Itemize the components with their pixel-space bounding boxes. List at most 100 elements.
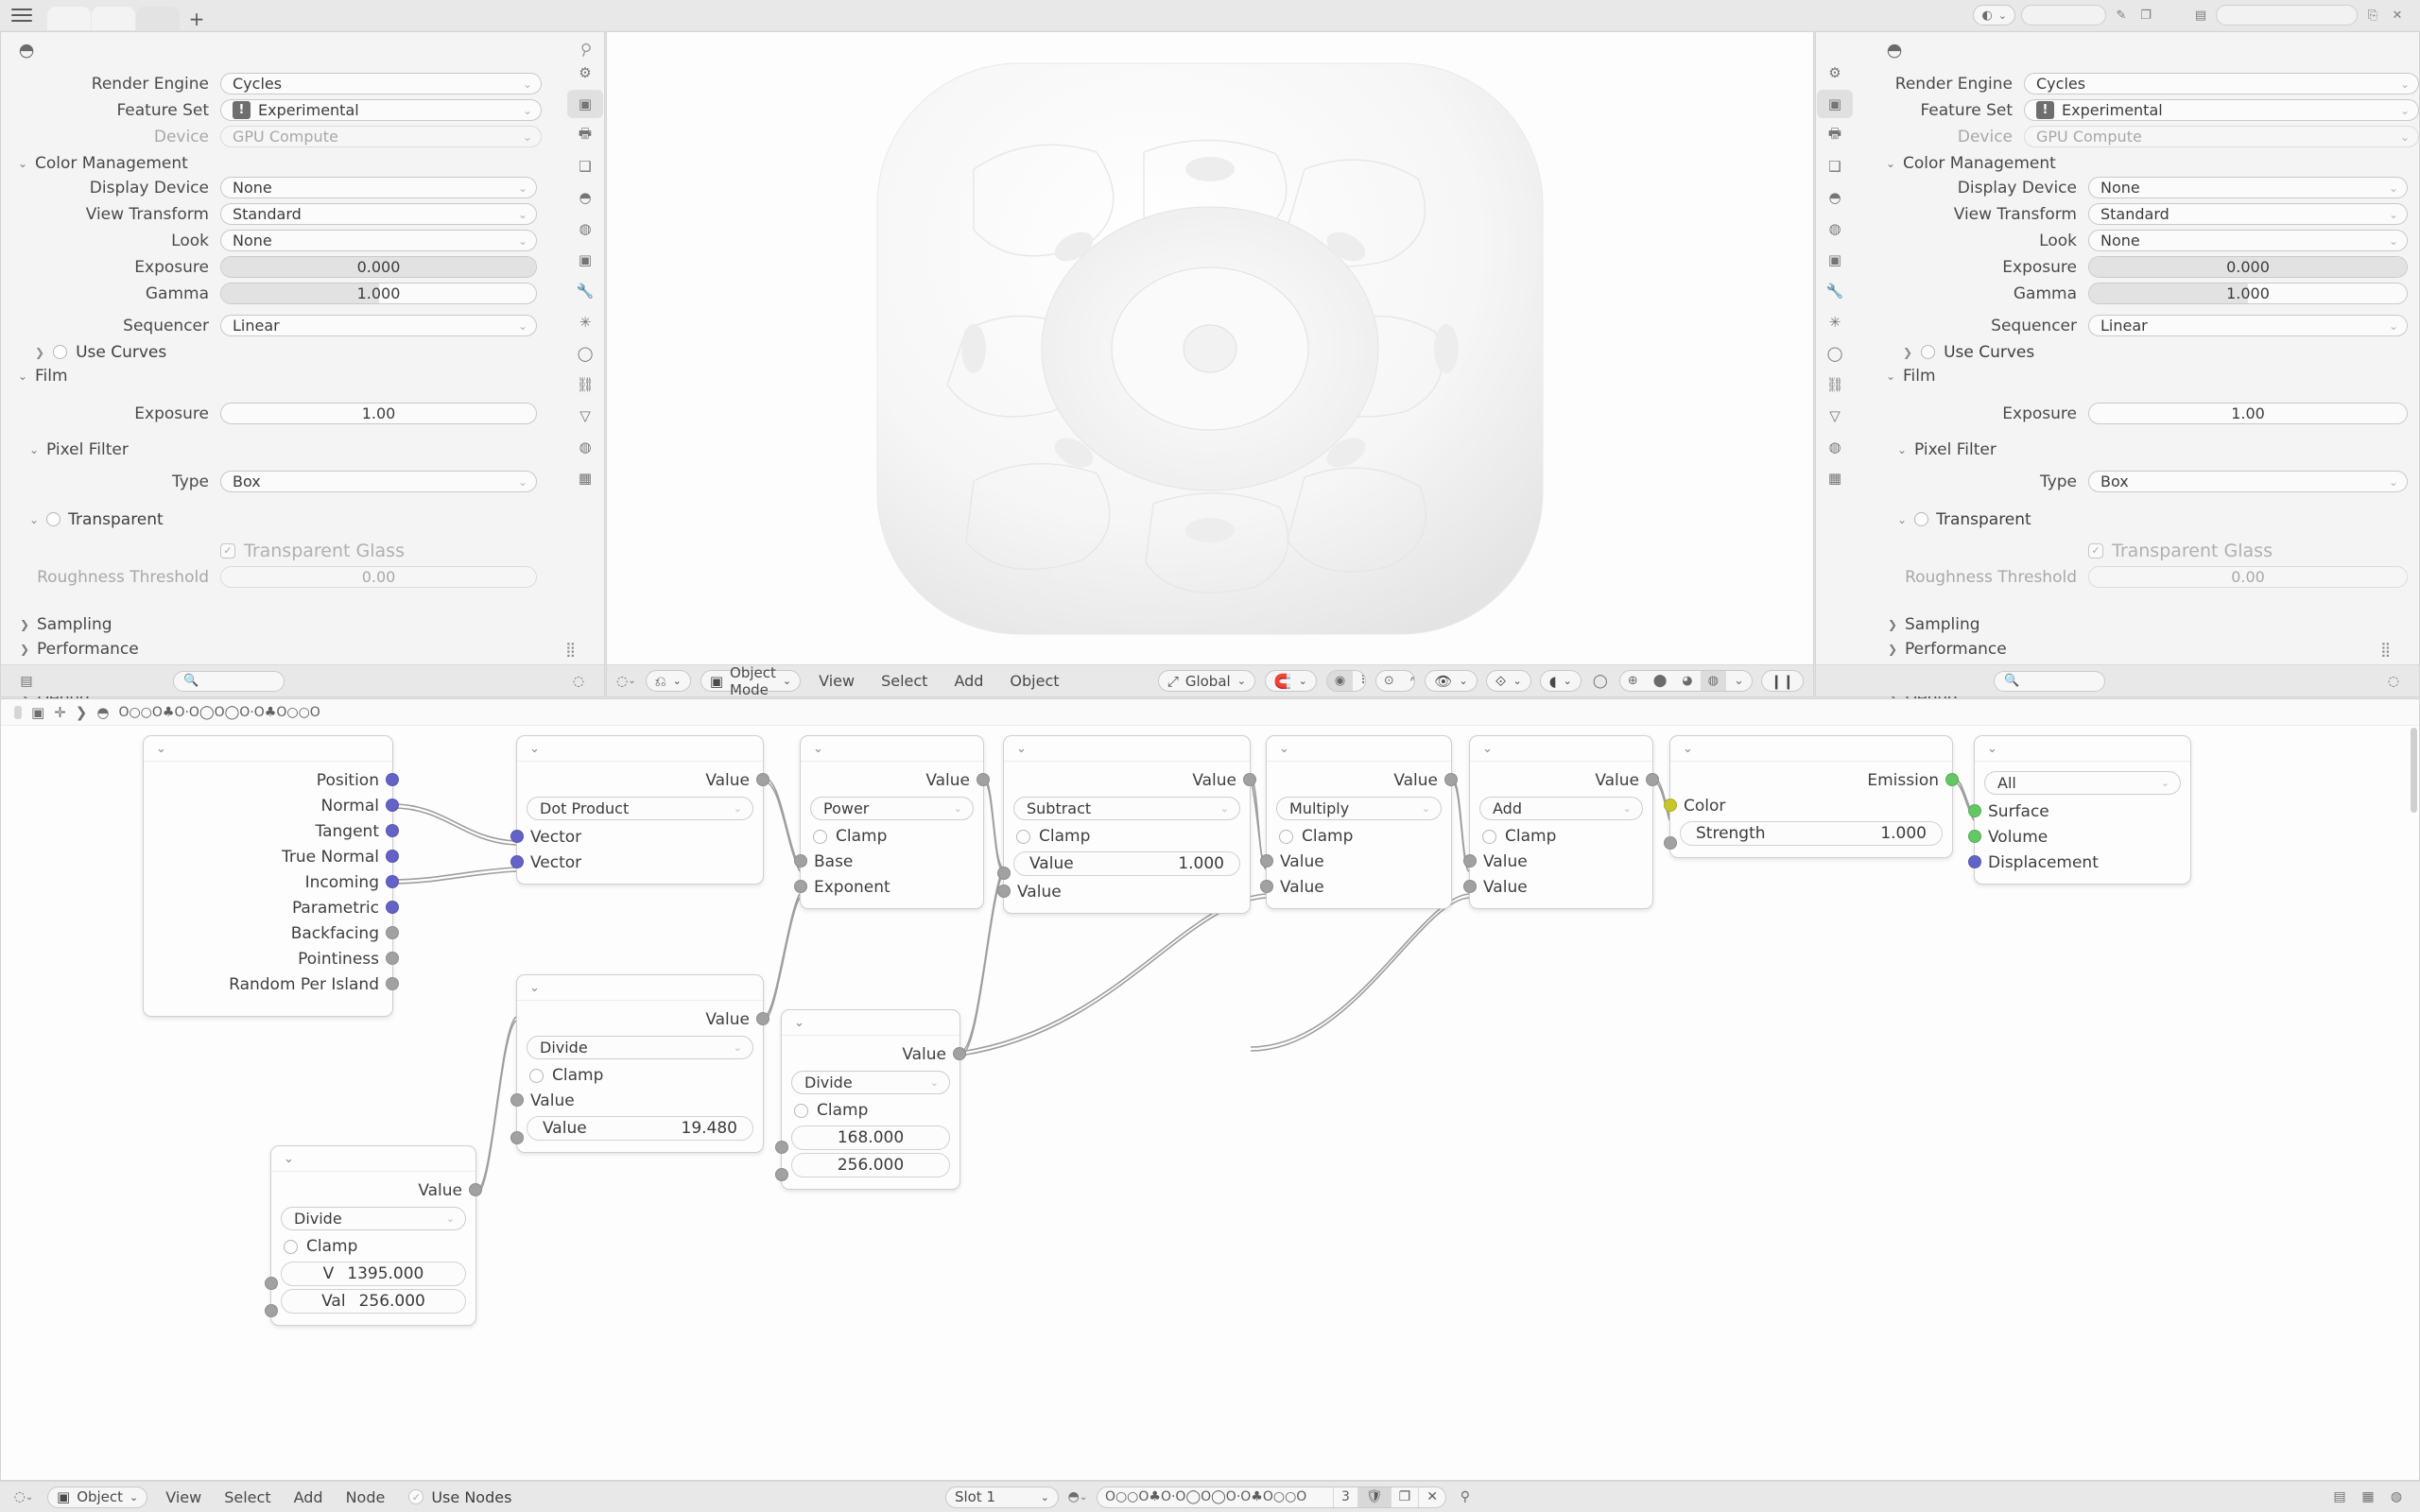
view-layer-tab[interactable]: ❑ [579,158,592,175]
material-output-node[interactable]: ⌄ All ⌄ Surface Volume [1968,735,2191,885]
gamma-slider[interactable]: 1.000 [2088,283,2408,304]
socket-value[interactable] [1444,773,1458,786]
socket-value[interactable] [1260,854,1273,868]
material-tab[interactable]: ◍ [1828,438,1841,455]
transform-gizmo-button[interactable]: ⎌ ⌄ [645,670,691,692]
socket-value[interactable] [386,977,399,990]
socket-vector[interactable] [386,773,399,786]
render-engine-dropdown[interactable]: Cycles ⌄ [2024,73,2419,94]
use-curves-row-right[interactable]: ❯ Use Curves [1869,340,2419,364]
feature-set-dropdown[interactable]: ! Experimental ⌄ [2024,99,2419,121]
viewport-canvas[interactable] [607,32,1813,664]
vector-math-node[interactable]: ⌄ Value Dot Product ⌄ Vector [510,735,769,885]
new-icon[interactable]: ✎ [2116,8,2127,23]
output-tab[interactable]: 🖶 [1827,124,1842,142]
film-exposure-field[interactable]: 1.00 [220,403,537,424]
node-menu-node[interactable]: Node [345,1487,386,1506]
view-layer-tab[interactable]: ❑ [1828,158,1841,175]
scene-selector[interactable]: ◐ ⌄ [1973,5,2015,26]
node-menu-view[interactable]: View [165,1487,202,1506]
operation-dropdown[interactable]: Divide ⌄ [527,1036,753,1059]
constraint-tab[interactable]: ⛓ [1825,376,1844,393]
clamp-checkbox[interactable] [1279,829,1293,844]
display-device-dropdown[interactable]: None ⌄ [220,177,537,198]
socket-value[interactable] [386,952,399,965]
clamp-checkbox[interactable] [284,1239,298,1254]
world-tab[interactable]: ◍ [579,220,592,237]
socket-value[interactable] [794,854,807,868]
shading-modes-group[interactable]: ⊕ ⬤ ◕ ◍ ⌄ [1618,670,1753,692]
sequencer-dropdown[interactable]: Linear ⌄ [220,315,537,336]
socket-shader[interactable] [1945,773,1959,786]
node-header[interactable]: ⌄ [517,736,763,762]
editor-type-icon[interactable]: ◌ ⌄ [13,1489,34,1504]
data-tab[interactable]: ▽ [1829,407,1841,424]
socket-value[interactable] [794,880,807,893]
material-users-count[interactable]: 3 [1334,1486,1358,1507]
feature-set-dropdown[interactable]: ! Experimental ⌄ [220,99,542,121]
properties-search-input-right[interactable]: 🔍 [1994,670,2105,692]
pivot-icon[interactable]: ⊙ [1383,674,1394,688]
pivot-group[interactable]: ⊙ ∿ ⌄ [1374,670,1416,692]
socket-vector[interactable] [386,875,399,888]
clamp-checkbox[interactable] [813,829,827,844]
node-editor-scrollbar[interactable] [2411,728,2417,813]
object-tab[interactable]: ▣ [1827,251,1842,268]
viewlayer-new-icon[interactable]: ⎘ [2367,8,2378,23]
viewlayer-remove-icon[interactable]: ✕ [2392,8,2403,23]
color-management-section[interactable]: ⌄ Color Management [1,151,604,176]
proportional-edit-icon[interactable]: ◉ [1326,671,1354,691]
node-header[interactable]: ⌄ [1470,736,1652,762]
viewport-menu-object[interactable]: Object [1010,672,1060,690]
clamp-checkbox[interactable] [1482,829,1496,844]
editor-type-icon[interactable]: ▤ [20,673,33,689]
performance-section[interactable]: ❯ Performance ⣿ [1,637,604,662]
socket-vector[interactable] [1968,855,1981,868]
operation-dropdown[interactable]: Subtract ⌄ [1013,797,1240,820]
transparent-section-right[interactable]: ⌄ Transparent [1869,507,2419,531]
material-name-field[interactable]: O○○O♣O·O◯O◯O·O♣O○○O [1098,1486,1334,1507]
render-properties-icon[interactable]: ◓ [18,40,35,60]
falloff-curve-icon[interactable]: ∿ [1402,671,1415,691]
gamma-slider[interactable]: 1.000 [220,283,537,304]
node-canvas[interactable]: ⌄ Position Normal Tangent T [1,726,2419,1480]
workspace-tab-2[interactable] [92,7,135,30]
proportional-editing-group[interactable]: ◉ ⠿ ⌄ [1325,670,1366,692]
use-nodes-checkbox[interactable]: ✓ [408,1489,424,1504]
exposure-cm-slider[interactable]: 0.000 [2088,256,2408,278]
socket-value[interactable] [1463,854,1477,868]
node-menu-select[interactable]: Select [224,1487,271,1506]
node-header[interactable]: ⌄ [1975,736,2190,762]
node-header[interactable]: ⌄ [782,1010,959,1036]
look-dropdown[interactable]: None ⌄ [220,230,537,251]
fake-user-icon[interactable]: 🛡 [1357,1486,1392,1507]
node-header[interactable]: ⌄ [144,736,392,762]
socket-value[interactable] [997,867,1011,880]
material-sphere-icon[interactable]: ◓ ⌄ [1067,1489,1088,1504]
clamp-row[interactable]: Clamp [1470,824,1652,849]
socket-value[interactable] [1664,836,1677,850]
value-field-2[interactable]: Val 256.000 [281,1289,466,1314]
use-curves-row[interactable]: ❯ Use Curves [1,340,604,364]
clamp-row[interactable]: Clamp [801,824,983,849]
socket-value[interactable] [775,1141,788,1154]
value-field-2[interactable]: 256.000 [791,1153,950,1177]
proportional-falloff-icon[interactable]: ⠿ [1353,671,1365,691]
render-tab[interactable]: ▣ [1817,90,1853,118]
operation-dropdown[interactable]: Multiply ⌄ [1276,797,1442,820]
look-dropdown[interactable]: None ⌄ [2088,230,2408,251]
physics-tab[interactable]: ◯ [577,345,594,362]
view-transform-dropdown[interactable]: Standard ⌄ [220,203,537,225]
output-tab[interactable]: 🖶 [578,124,593,142]
workspace-tab-3[interactable] [136,7,180,30]
node-header[interactable]: ⌄ [1267,736,1451,762]
socket-value[interactable] [510,1093,524,1107]
use-nodes-row[interactable]: ✓ Use Nodes [408,1488,511,1506]
value-field-1[interactable]: Value 1.000 [1013,851,1240,876]
render-engine-dropdown[interactable]: Cycles ⌄ [220,73,542,94]
object-tab[interactable]: ▣ [578,251,593,268]
gizmo-dropdown[interactable]: ⟐ ⌄ [1485,670,1531,692]
math-multiply-node[interactable]: ⌄ Value Multiply ⌄ Clamp [1260,735,1458,909]
operation-dropdown[interactable]: Add ⌄ [1479,797,1643,820]
socket-value[interactable] [386,926,399,939]
